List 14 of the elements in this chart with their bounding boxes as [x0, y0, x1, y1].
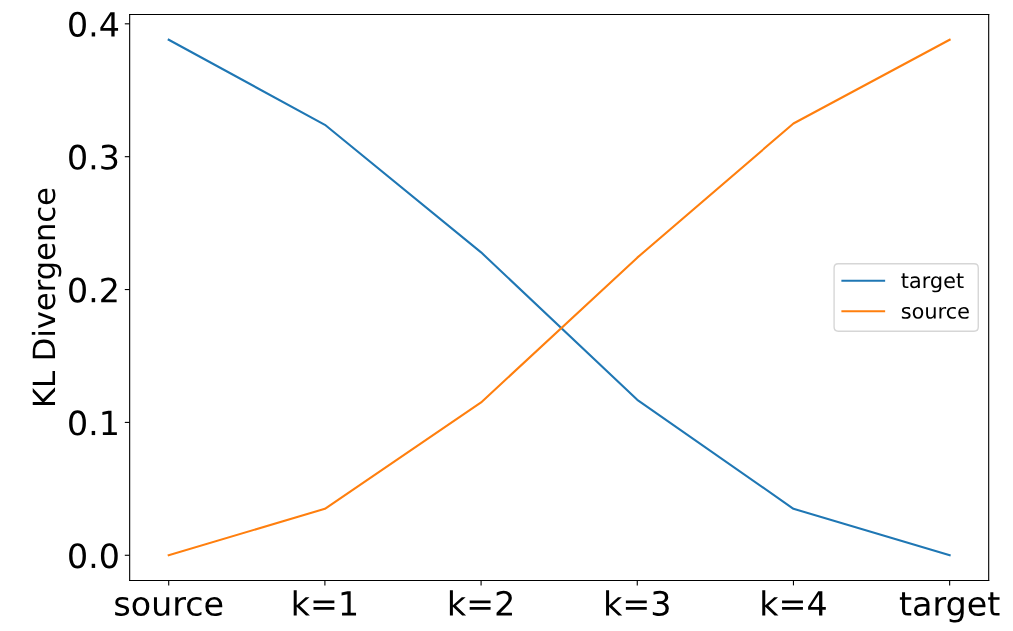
legend-label: target — [901, 273, 964, 293]
x-tick-label: source — [115, 596, 223, 617]
y-tick-label: 0.3 — [69, 144, 118, 170]
y-tick-label: 0.0 — [69, 543, 118, 569]
x-tick-label: k=3 — [606, 590, 669, 617]
y-tick-label: 0.4 — [69, 11, 119, 37]
x-tick-label: k=4 — [762, 590, 826, 616]
x-tick-label: k=1 — [293, 590, 357, 616]
y-axis-title: KL Divergence — [31, 188, 62, 405]
x-tick-label: target — [899, 592, 1000, 623]
y-tick-label: 0.1 — [69, 410, 117, 436]
y-tick-label: 0.2 — [69, 277, 117, 303]
x-tick-label: k=2 — [449, 590, 512, 616]
legend-label: source — [901, 306, 969, 319]
